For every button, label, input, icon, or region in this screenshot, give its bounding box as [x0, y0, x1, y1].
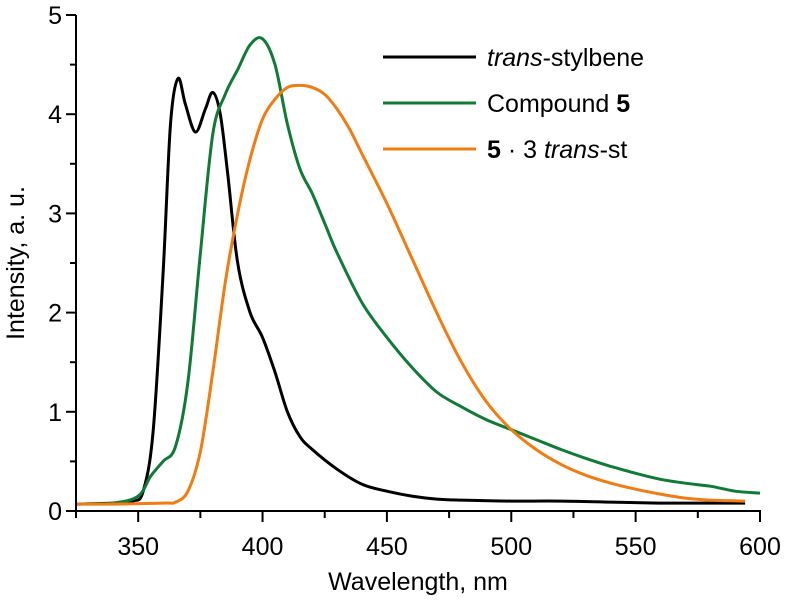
y-axis-title: Intensity, a. u.: [2, 186, 30, 340]
y-tick-label: 0: [48, 498, 62, 526]
axes: 0 1 2 3 4 5 350 400 450 500 550 600: [48, 2, 781, 561]
x-tick-label: 400: [242, 533, 284, 561]
y-tick-label: 5: [48, 2, 62, 30]
x-tick-label: 350: [117, 533, 159, 561]
legend: trans-stylbene Compound 5 5 · 3 trans-st: [383, 44, 644, 164]
legend-label: trans-stylbene: [487, 44, 644, 72]
y-tick-label: 1: [48, 399, 62, 427]
series-curve: [75, 83, 746, 506]
x-ticks: 350 400 450 500 550 600: [75, 511, 781, 561]
y-tick-label: 3: [48, 200, 62, 228]
x-tick-label: 450: [366, 533, 408, 561]
legend-label: Compound 5: [487, 90, 630, 118]
legend-label: 5 · 3 trans-st: [487, 136, 627, 164]
x-tick-label: 550: [615, 533, 657, 561]
series-curve: [75, 36, 761, 506]
y-ticks: 0 1 2 3 4 5: [48, 2, 76, 526]
y-tick-label: 2: [48, 300, 62, 328]
series-curve: [75, 76, 746, 506]
plot-curves: [75, 36, 761, 506]
x-tick-label: 500: [490, 533, 532, 561]
x-tick-label: 600: [739, 533, 781, 561]
x-axis-title: Wavelength, nm: [328, 568, 508, 596]
y-tick-label: 4: [48, 101, 62, 129]
